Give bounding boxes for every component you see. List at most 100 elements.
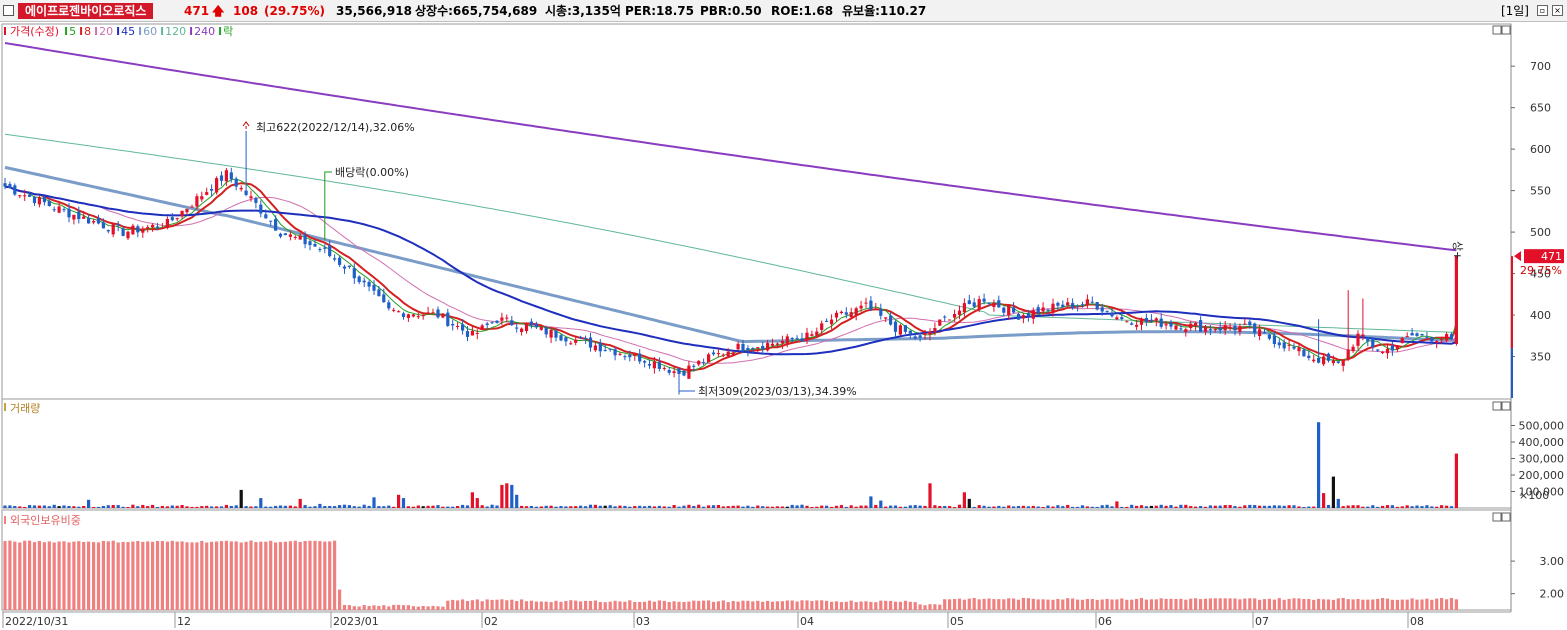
foreign-bar: [1292, 598, 1296, 610]
volume-bar: [549, 505, 553, 508]
foreign-bar: [692, 600, 696, 610]
foreign-bar: [382, 605, 386, 610]
candle-body: [1179, 328, 1183, 330]
volume-bar: [1233, 506, 1237, 508]
volume-bar: [210, 506, 214, 508]
legend-swatch: [65, 27, 68, 35]
candle-body: [32, 197, 37, 204]
market-cap: 시총:3,135억: [545, 4, 621, 18]
candle-body: [1356, 333, 1360, 346]
moving-average-lines: [4, 42, 1458, 373]
panel-close-icon[interactable]: [1501, 25, 1511, 35]
maximize-icon[interactable]: ▫: [1537, 5, 1548, 16]
panel-close-icon[interactable]: [1501, 512, 1511, 522]
foreign-bar: [362, 605, 366, 610]
candle-body: [854, 308, 858, 316]
candle-body: [475, 332, 479, 334]
volume-bar: [23, 507, 27, 508]
foreign-bar: [682, 602, 686, 610]
candle-body: [697, 360, 701, 365]
candle-body: [1026, 313, 1030, 317]
foreign-bar: [42, 542, 46, 610]
volume-bar: [844, 506, 848, 508]
panel-close-icon[interactable]: [1501, 401, 1511, 411]
panel-buttons[interactable]: [1492, 25, 1511, 522]
foreign-bar: [32, 542, 37, 610]
foreign-bar: [539, 601, 543, 610]
candle-body: [1031, 310, 1035, 319]
volume-bar: [997, 505, 1001, 508]
volume-bar: [269, 506, 273, 508]
volume-bar: [1071, 506, 1075, 508]
stock-name[interactable]: 에이프로젠바이오로직스: [18, 3, 154, 19]
candle-body: [308, 241, 312, 246]
candle-body: [3, 183, 7, 187]
candle-body: [1312, 359, 1316, 362]
close-icon[interactable]: ×: [1552, 5, 1563, 16]
candle-body: [515, 327, 519, 329]
select-checkbox[interactable]: [3, 5, 14, 16]
foreign-bar: [520, 599, 524, 610]
volume-bar: [32, 505, 37, 508]
volume-bar: [889, 505, 893, 508]
foreign-bar: [1007, 598, 1011, 610]
change-percent: (29.75%): [264, 4, 325, 18]
foreign-bar: [1400, 599, 1404, 610]
candle-body: [1361, 334, 1365, 337]
foreign-bar: [825, 600, 829, 610]
volume-tick-label: 400,000: [1519, 436, 1565, 449]
foreign-bar: [1440, 598, 1444, 610]
candle-body: [210, 189, 214, 191]
volume-bar: [1046, 505, 1050, 508]
candle-body: [18, 195, 22, 197]
foreign-bar: [638, 602, 642, 610]
panel-restore-icon[interactable]: [1492, 401, 1502, 411]
x-tick-label: 08: [1410, 615, 1424, 628]
volume-bar: [1135, 505, 1139, 508]
candle-body: [559, 335, 563, 341]
stock-chart[interactable]: 350 400 450 500 550 600 650 700 최고622(2022/12/1…: [0, 22, 1567, 630]
candle-body: [1066, 302, 1070, 306]
candle-body: [711, 352, 716, 355]
candle-body: [928, 331, 932, 335]
candle-body: [180, 210, 184, 217]
volume-bar: [520, 505, 524, 508]
volume-bar: [485, 506, 489, 508]
candle-body: [967, 300, 971, 304]
price-legend[interactable]: 가격(수정) 5 8 20 45 60 120 240 락: [4, 25, 233, 38]
period-selector[interactable]: [1일]: [1500, 4, 1529, 18]
foreign-bar: [293, 540, 297, 610]
volume-bar: [431, 505, 435, 508]
panel-restore-icon[interactable]: [1492, 512, 1502, 522]
volume-bar: [908, 505, 912, 508]
volume-bar: [1292, 505, 1296, 508]
candle-body: [1385, 348, 1390, 354]
candle-body: [1322, 356, 1326, 365]
panel-restore-icon[interactable]: [1492, 25, 1502, 35]
legend-item-8: 8: [84, 25, 91, 38]
candle-body: [165, 219, 169, 229]
foreign-bar: [1341, 598, 1345, 610]
candles: [3, 130, 1458, 391]
volume-bar: [1090, 506, 1094, 508]
volume-bar: [893, 505, 898, 508]
candle-body: [618, 353, 622, 355]
last-price-label: 471: [1541, 250, 1562, 263]
foreign-bar: [721, 600, 725, 610]
foreign-bar: [1056, 599, 1060, 610]
volume-bar: [357, 506, 361, 508]
candle-body: [830, 319, 834, 325]
candle-body: [1071, 303, 1075, 309]
volume-bar: [82, 506, 86, 508]
volume-bar: [244, 506, 248, 508]
foreign-bar: [1026, 598, 1030, 610]
candle-body: [682, 370, 686, 376]
candle-body: [1454, 256, 1458, 344]
volume-bar: [864, 505, 868, 508]
candle-body: [574, 339, 578, 343]
candle-body: [1036, 307, 1040, 314]
candle-body: [441, 313, 445, 318]
foreign-bar: [259, 541, 263, 610]
foreign-bar: [205, 542, 209, 610]
volume-bar: [1341, 506, 1345, 508]
